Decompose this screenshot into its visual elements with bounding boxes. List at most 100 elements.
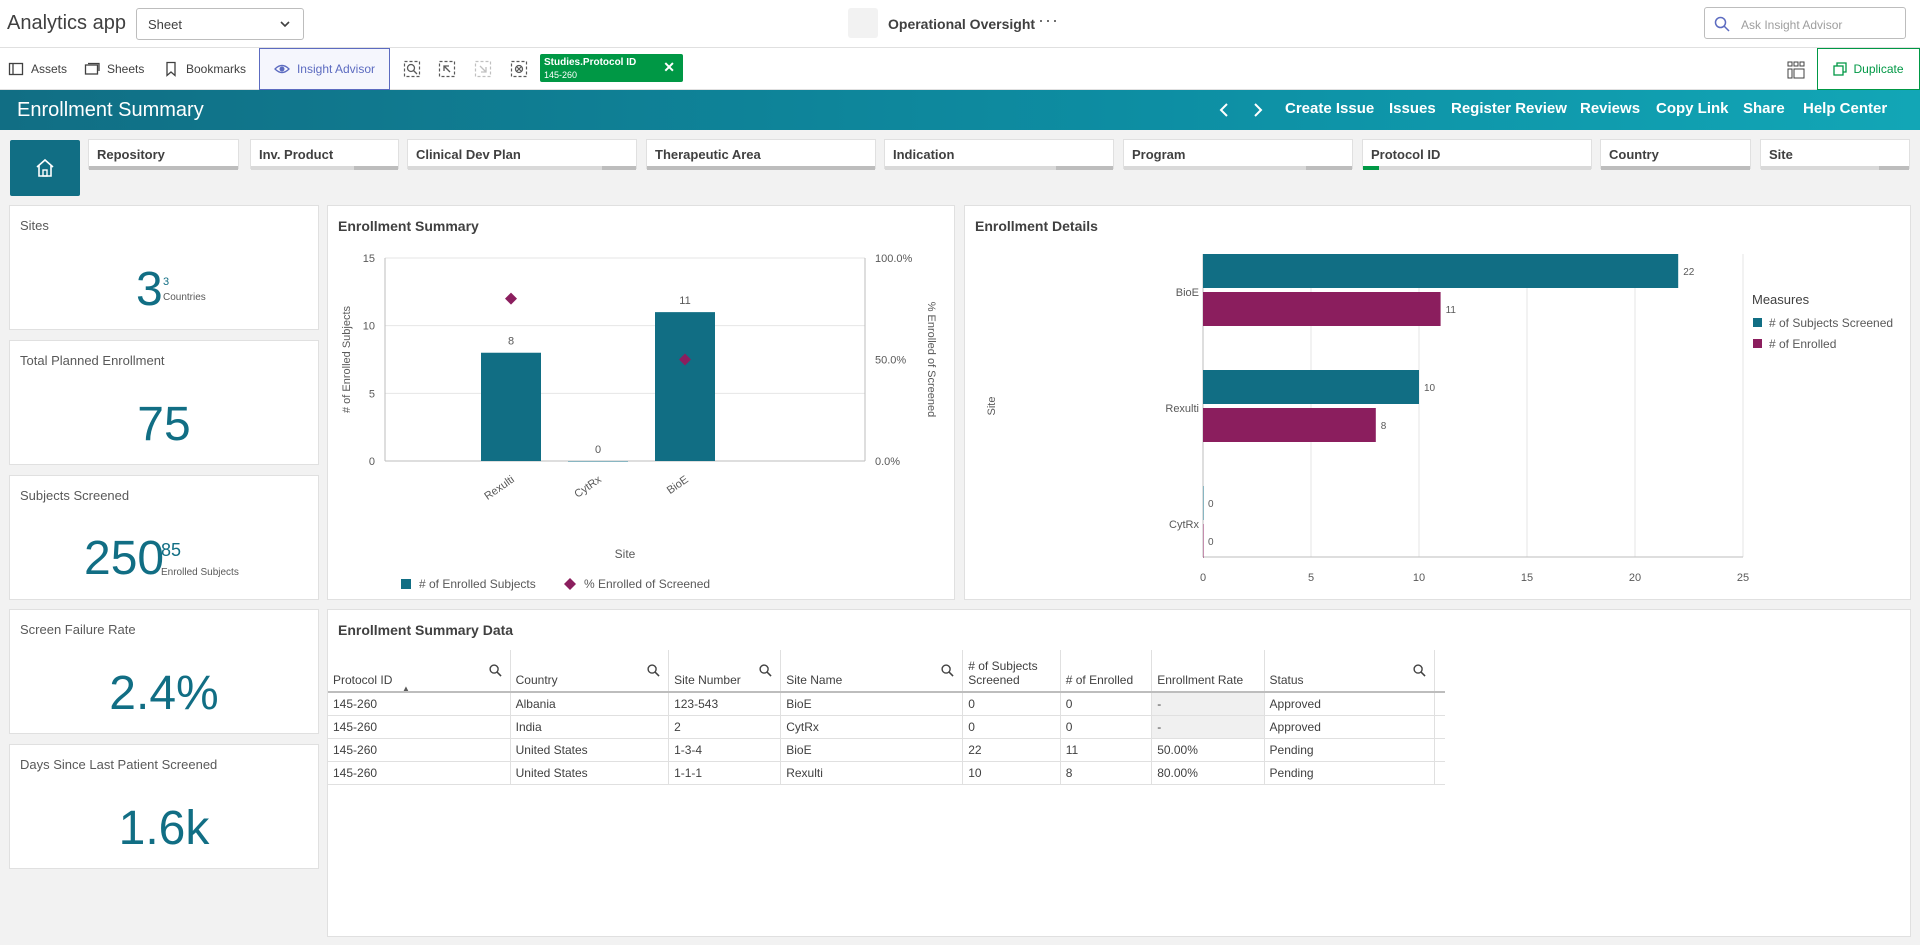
filter-site[interactable]: Site xyxy=(1760,139,1910,170)
share-link[interactable]: Share xyxy=(1743,100,1785,117)
chevron-right-icon[interactable] xyxy=(1248,101,1266,119)
chevron-left-icon[interactable] xyxy=(1216,101,1234,119)
search-icon[interactable] xyxy=(941,664,954,677)
sheets-button[interactable]: Sheets xyxy=(84,48,144,90)
x-tick-label: 15 xyxy=(1521,572,1533,584)
kpi-subjects-screened[interactable]: Subjects Screened 250 85 Enrolled Subjec… xyxy=(9,475,319,600)
table-cell[interactable]: United States xyxy=(510,738,670,762)
column-header[interactable]: Enrollment Rate xyxy=(1151,650,1265,693)
column-header[interactable]: # of Subjects Screened xyxy=(962,650,1061,693)
insight-advisor-button[interactable]: Insight Advisor xyxy=(259,48,390,90)
sheet-selector[interactable]: Sheet xyxy=(136,8,304,40)
table-row[interactable]: 145-260 United States 1-3-4 BioE 22 11 50.00% P… xyxy=(328,738,1445,762)
table-cell[interactable]: 1-1-1 xyxy=(668,761,782,785)
sheet-name[interactable]: Operational Oversight xyxy=(888,16,1036,32)
table-cell[interactable]: 0 xyxy=(1060,692,1153,716)
table-cell[interactable]: Approved xyxy=(1264,692,1436,716)
filter-program[interactable]: Program xyxy=(1123,139,1353,170)
table-cell[interactable]: 145-260 xyxy=(328,692,511,716)
selection-chip-protocol-id[interactable]: Studies.Protocol ID 145-260 ✕ xyxy=(540,54,683,82)
reviews-link[interactable]: Reviews xyxy=(1580,100,1641,117)
table-cell[interactable]: Pending xyxy=(1264,761,1436,785)
table-cell[interactable]: Rexulti xyxy=(780,761,964,785)
table-cell[interactable]: BioE xyxy=(780,692,964,716)
column-header[interactable]: Country xyxy=(510,650,670,693)
sheet-thumbnail[interactable] xyxy=(848,8,878,38)
kpi-total-planned-enrollment[interactable]: Total Planned Enrollment 75 xyxy=(9,340,319,465)
enrollment-summary-table[interactable]: Protocol ID ▲ Country Site Number Site Name #… xyxy=(328,650,1445,785)
table-cell[interactable]: 123-543 xyxy=(668,692,782,716)
table-cell[interactable]: 2 xyxy=(668,715,782,739)
column-header[interactable]: Site Number xyxy=(668,650,782,693)
ask-insight-advisor-input[interactable]: Ask Insight Advisor xyxy=(1704,7,1906,39)
filter-protocol-id[interactable]: Protocol ID xyxy=(1362,139,1592,170)
table-row[interactable]: 145-260 Albania 123-543 BioE 0 0- Approved xyxy=(328,692,1445,716)
search-icon[interactable] xyxy=(489,664,502,677)
filter-country[interactable]: Country xyxy=(1600,139,1751,170)
clear-selections-icon[interactable] xyxy=(510,60,528,78)
table-cell[interactable]: - xyxy=(1151,715,1265,739)
issues-link[interactable]: Issues xyxy=(1389,100,1436,117)
bookmarks-button[interactable]: Bookmarks xyxy=(163,48,246,90)
table-cell[interactable]: BioE xyxy=(780,738,964,762)
column-header-label: Country xyxy=(515,673,558,687)
table-cell[interactable]: 1-3-4 xyxy=(668,738,782,762)
x-tick-label: CytRx xyxy=(572,473,604,500)
column-header[interactable]: # of Enrolled xyxy=(1060,650,1153,693)
table-cell[interactable]: 50.00% xyxy=(1151,738,1265,762)
search-icon[interactable] xyxy=(647,664,660,677)
close-icon[interactable]: ✕ xyxy=(663,59,675,75)
table-cell[interactable]: United States xyxy=(510,761,670,785)
kpi-title: Total Planned Enrollment xyxy=(20,353,165,368)
kpi-sites[interactable]: Sites 3 3 Countries xyxy=(9,205,319,330)
help-center-link[interactable]: Help Center xyxy=(1803,100,1888,117)
table-cell[interactable]: 145-260 xyxy=(328,715,511,739)
duplicate-button[interactable]: Duplicate xyxy=(1817,48,1920,90)
table-cell[interactable]: - xyxy=(1151,692,1265,716)
table-cell[interactable]: 22 xyxy=(962,738,1061,762)
table-cell[interactable]: 10 xyxy=(962,761,1061,785)
table-cell[interactable]: CytRx xyxy=(780,715,964,739)
search-icon[interactable] xyxy=(1413,664,1426,677)
filter-clinical-dev-plan[interactable]: Clinical Dev Plan xyxy=(407,139,637,170)
table-cell[interactable]: 145-260 xyxy=(328,761,511,785)
filter-inv-product[interactable]: Inv. Product xyxy=(250,139,399,170)
step-forward-icon[interactable] xyxy=(474,60,492,78)
filter-indication[interactable]: Indication xyxy=(884,139,1114,170)
table-cell[interactable]: Albania xyxy=(510,692,670,716)
table-cell[interactable]: Pending xyxy=(1264,738,1436,762)
column-header[interactable]: Status xyxy=(1264,650,1436,693)
table-row[interactable]: 145-260 United States 1-1-1 Rexulti 10 8 80.00… xyxy=(328,761,1445,785)
assets-button[interactable]: Assets xyxy=(8,48,67,90)
filter-repository[interactable]: Repository xyxy=(88,139,239,170)
table-cell[interactable]: Approved xyxy=(1264,715,1436,739)
step-back-icon[interactable] xyxy=(438,60,456,78)
register-review-link[interactable]: Register Review xyxy=(1451,100,1567,117)
grid-view-icon[interactable] xyxy=(1787,61,1805,79)
table-cell[interactable]: 0 xyxy=(962,715,1061,739)
filter-therapeutic-area[interactable]: Therapeutic Area xyxy=(646,139,876,170)
copy-link-link[interactable]: Copy Link xyxy=(1656,100,1729,117)
table-cell[interactable]: 0 xyxy=(962,692,1061,716)
table-cell[interactable]: 0 xyxy=(1060,715,1153,739)
kpi-days-since-last-patient-screened[interactable]: Days Since Last Patient Screened 1.6k xyxy=(9,744,319,869)
assets-label: Assets xyxy=(31,62,68,76)
kpi-value: 2.4% xyxy=(109,667,219,720)
table-cell[interactable]: 145-260 xyxy=(328,738,511,762)
more-options-icon[interactable]: ··· xyxy=(1038,10,1059,30)
column-header[interactable]: Protocol ID ▲ xyxy=(328,650,511,693)
table-cell[interactable]: India xyxy=(510,715,670,739)
column-header[interactable]: Site Name xyxy=(780,650,964,693)
create-issue-link[interactable]: Create Issue xyxy=(1285,100,1375,117)
table-cell[interactable]: 80.00% xyxy=(1151,761,1265,785)
smart-search-icon[interactable] xyxy=(403,60,421,78)
home-button[interactable] xyxy=(10,140,80,196)
search-icon[interactable] xyxy=(759,664,772,677)
enrollment-summary-chart[interactable]: Enrollment Summary 0 5 10 15 0.0% 50.0% 100.0%… xyxy=(327,205,955,600)
table-row[interactable]: 145-260 India 2 CytRx 0 0- Approved xyxy=(328,715,1445,739)
table-cell[interactable]: 8 xyxy=(1060,761,1153,785)
kpi-screen-failure-rate[interactable]: Screen Failure Rate 2.4% xyxy=(9,609,319,734)
toolbar: Assets Sheets Bookmarks Insight Advisor … xyxy=(0,48,1920,90)
table-cell[interactable]: 11 xyxy=(1060,738,1153,762)
enrollment-details-chart[interactable]: Enrollment Details 0 5 10 15 20 25 22 11 BioE 10 8… xyxy=(964,205,1911,600)
